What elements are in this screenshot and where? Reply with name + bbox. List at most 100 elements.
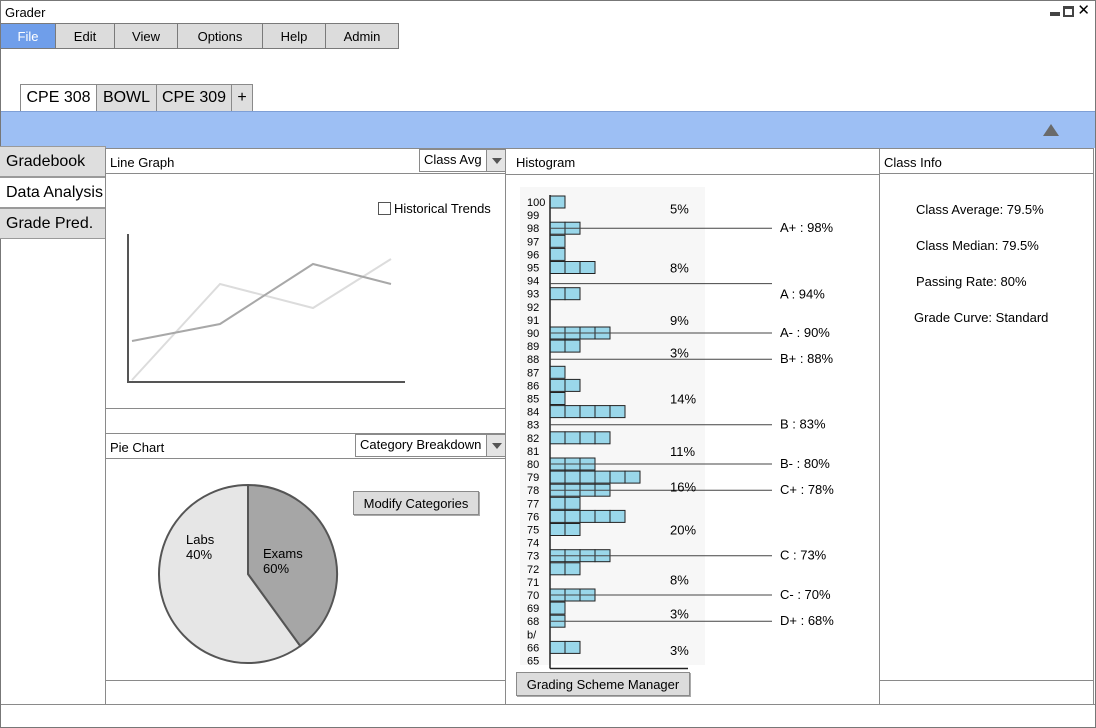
histogram-bar-cell [594, 431, 611, 445]
course-tabs: CPE 308 BOWL CPE 309 + [20, 84, 253, 112]
score-label: 85 [527, 394, 539, 406]
score-label: 73 [527, 551, 539, 563]
histogram-bar-cell [564, 405, 581, 419]
histogram-bar-cell [549, 247, 566, 261]
dropdown-value: Category Breakdown [360, 437, 482, 452]
histogram-bar-cell [549, 509, 566, 523]
score-label: 94 [527, 276, 539, 288]
histogram-bar-cell [579, 509, 596, 523]
pie-chart-title: Pie Chart [110, 440, 165, 455]
tab-cpe-308[interactable]: CPE 308 [20, 84, 97, 112]
tab-bowl[interactable]: BOWL [96, 84, 157, 112]
score-label: 97 [527, 236, 539, 248]
line-graph-dropdown[interactable]: Class Avg [419, 149, 507, 172]
grade-cutoff-label: D+ : 68% [780, 613, 834, 628]
score-label: 65 [527, 656, 539, 668]
dropdown-value: Class Avg [424, 152, 482, 167]
histogram-bar-cell [564, 339, 581, 353]
collapse-triangle-icon[interactable] [1043, 124, 1059, 136]
histogram-bar-cell [564, 378, 581, 392]
score-label: 75 [527, 525, 539, 537]
class-median-text: Class Median: 79.5% [916, 238, 1039, 253]
histogram-bar-cell [579, 470, 596, 484]
histogram-bar-cell [564, 470, 581, 484]
sidebar-item-grade-pred[interactable]: Grade Pred. [0, 208, 106, 239]
histogram-bar-cell [594, 509, 611, 523]
score-label: 93 [527, 289, 539, 301]
score-label: 99 [527, 210, 539, 222]
window-title: Grader [5, 5, 46, 20]
score-label: 95 [527, 263, 539, 275]
histogram-bar-cell [579, 261, 596, 274]
histogram-bar-cell [564, 287, 581, 301]
histogram-bar-cell [549, 640, 566, 654]
histogram-bar-cell [564, 431, 581, 445]
line-graph-panel [105, 148, 506, 434]
histogram-bar-cell [564, 640, 581, 654]
panel-divider [105, 173, 506, 174]
histogram-bar-cell [564, 496, 581, 510]
historical-trends-toggle[interactable]: Historical Trends [378, 201, 491, 216]
panel-divider [505, 174, 880, 175]
grade-percent-label: 8% [670, 261, 689, 276]
grade-percent-label: 5% [670, 202, 689, 217]
historical-trends-checkbox[interactable] [378, 202, 391, 215]
sidebar-item-gradebook[interactable]: Gradebook [0, 146, 106, 177]
menu-file[interactable]: File [0, 23, 56, 49]
score-label: 66 [527, 642, 539, 654]
histogram-bar-cell [564, 562, 581, 576]
histogram-bar-cell [564, 523, 581, 536]
line-graph-title: Line Graph [110, 155, 175, 170]
class-average-text: Class Average: 79.5% [916, 202, 1044, 217]
menu-options[interactable]: Options [177, 23, 263, 49]
pie-slice-labs [247, 483, 338, 648]
score-label: 89 [527, 341, 539, 353]
score-label: 74 [527, 538, 539, 550]
pie-chart-dropdown[interactable]: Category Breakdown [355, 434, 507, 457]
chevron-down-icon [491, 157, 502, 164]
tab-cpe-309[interactable]: CPE 309 [156, 84, 232, 112]
class-info-panel [879, 148, 1094, 705]
score-label: 76 [527, 511, 539, 523]
score-label: 78 [527, 485, 539, 497]
passing-rate-text: Passing Rate: 80% [916, 274, 1027, 289]
pie-label-name: Labs [186, 532, 215, 547]
histogram-bar-cell [549, 392, 566, 405]
modify-categories-button[interactable]: Modify Categories [353, 491, 479, 515]
histogram-bar-cell [549, 365, 566, 379]
grading-scheme-manager-button[interactable]: Grading Scheme Manager [516, 672, 690, 696]
minimize-icon[interactable] [1050, 12, 1061, 16]
grade-cutoff-label: C : 73% [780, 548, 827, 563]
close-icon[interactable]: ✕ [1077, 2, 1090, 19]
score-label: 100 [527, 197, 545, 209]
histogram-bar-cell [549, 234, 566, 248]
score-label: 84 [527, 407, 539, 419]
sidebar-item-data-analysis[interactable]: Data Analysis [0, 177, 106, 208]
score-label: 68 [527, 616, 539, 628]
menu-admin[interactable]: Admin [325, 23, 399, 49]
score-label: 72 [527, 564, 539, 576]
histogram-bar-cell [579, 405, 596, 419]
score-label: 71 [527, 577, 539, 589]
menu-edit[interactable]: Edit [55, 23, 115, 49]
add-tab-button[interactable]: + [231, 84, 253, 112]
menu-view[interactable]: View [114, 23, 178, 49]
score-label: b/ [527, 629, 537, 641]
panel-divider [879, 680, 1094, 681]
pie-chart-canvas [158, 483, 338, 664]
score-label: 83 [527, 420, 539, 432]
menu-help[interactable]: Help [262, 23, 326, 49]
histogram-bar-cell [549, 431, 566, 445]
grade-percent-label: 20% [670, 523, 696, 538]
score-label: 96 [527, 249, 539, 261]
histogram-bar-cell [549, 405, 566, 419]
histogram-canvas: 1009998979695949392919089888786858483828… [520, 187, 834, 670]
score-label: 81 [527, 446, 539, 458]
maximize-icon[interactable] [1063, 5, 1075, 17]
grade-percent-label: 3% [670, 346, 689, 361]
dropdown-button[interactable] [486, 150, 506, 171]
score-label: 88 [527, 354, 539, 366]
dropdown-button[interactable] [486, 435, 506, 456]
pie-slice-exams [158, 483, 302, 664]
class-avg-line [131, 262, 392, 342]
